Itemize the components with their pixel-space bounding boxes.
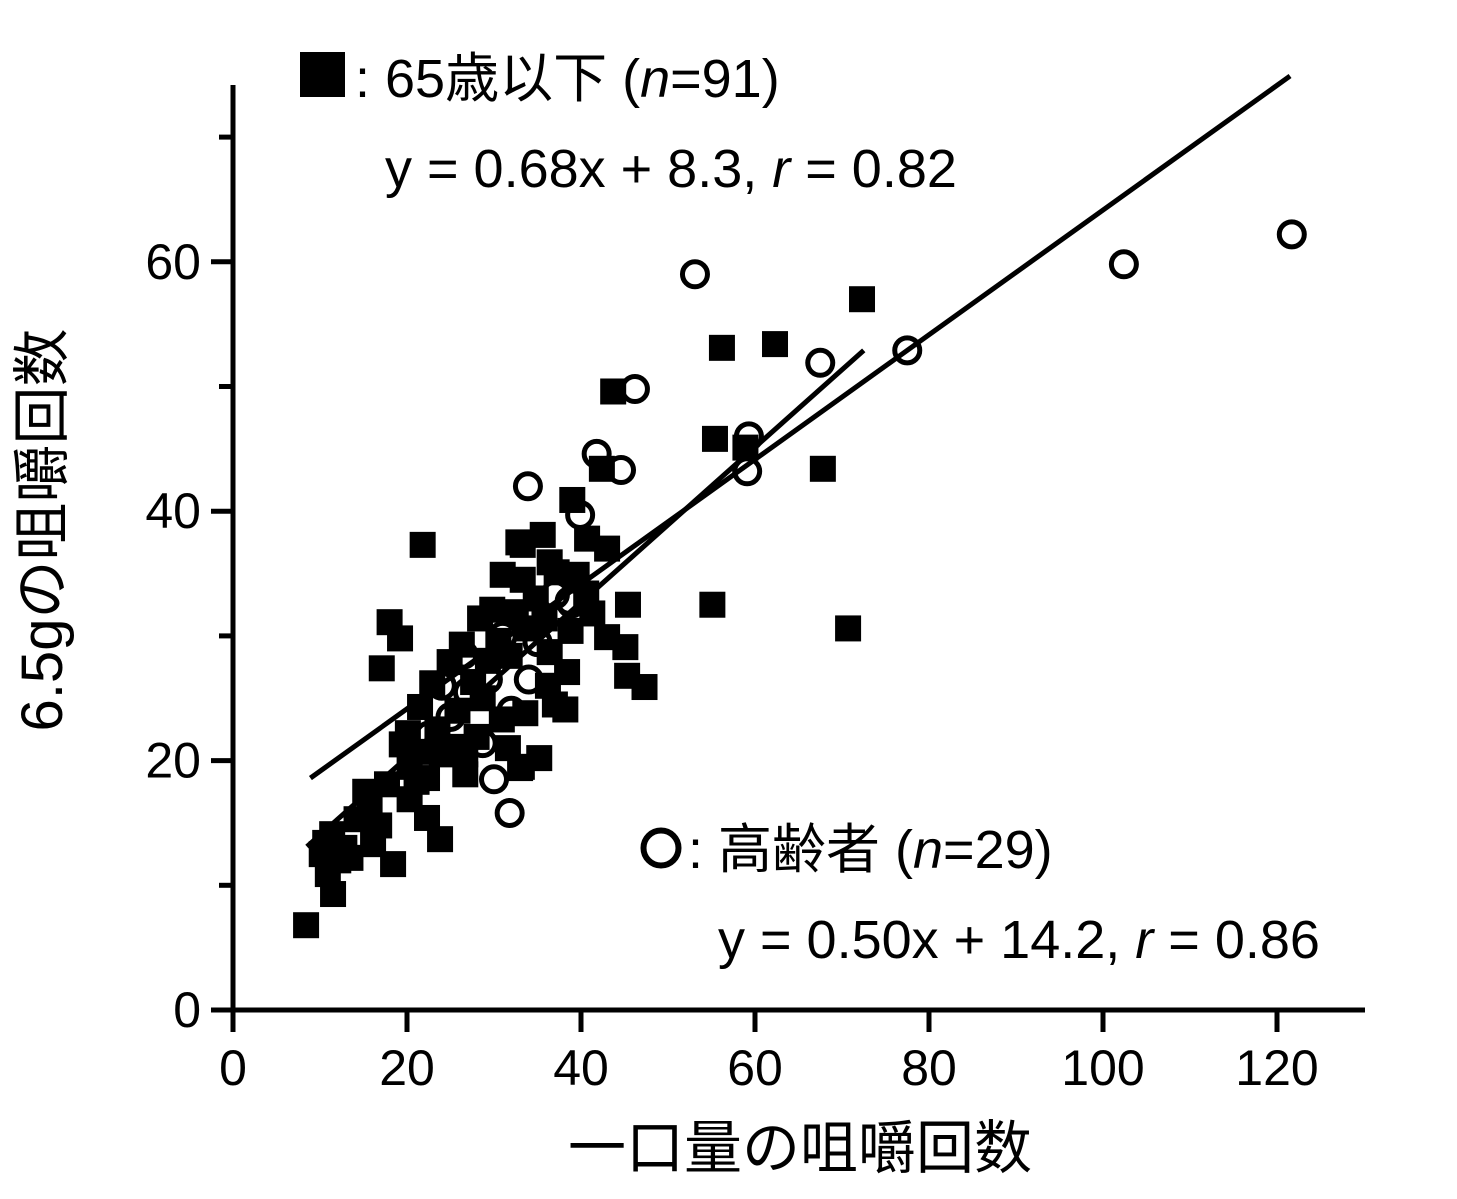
square-point — [529, 521, 556, 548]
square-point — [387, 625, 414, 652]
circle-point — [448, 639, 479, 670]
square-point — [366, 812, 393, 839]
circle-point — [1108, 249, 1139, 280]
circle-point — [512, 471, 543, 502]
legend-under65-title: : 65歳以下 (n=91) — [355, 49, 780, 109]
circle-point — [513, 664, 544, 695]
x-axis-title: 一口量の咀嚼回数 — [568, 1116, 1032, 1181]
square-point — [352, 778, 379, 805]
square-point — [526, 745, 553, 772]
square-point — [557, 617, 584, 644]
circle-point — [494, 797, 525, 828]
y-tick-label: 40 — [145, 483, 201, 539]
square-point — [594, 535, 621, 562]
square-point — [762, 331, 789, 358]
square-point — [594, 624, 621, 651]
circle-point — [805, 347, 836, 378]
circle-point — [619, 373, 650, 404]
square-point — [809, 455, 836, 482]
square-point — [559, 486, 586, 513]
legend-under65: : 65歳以下 (n=91) y = 0.68x + 8.3, r = 0.82 — [300, 49, 957, 199]
square-point — [407, 693, 434, 720]
circle-point — [565, 499, 596, 530]
square-point — [849, 286, 876, 313]
square-point — [368, 655, 395, 682]
x-tick-label: 40 — [553, 1040, 609, 1096]
square-point — [467, 605, 494, 632]
square-point — [409, 531, 436, 558]
circle-point — [606, 455, 637, 486]
square-point — [536, 549, 563, 576]
series-under65 — [293, 286, 876, 939]
square-point — [380, 851, 407, 878]
circle-point — [413, 720, 444, 751]
x-tick-label: 20 — [379, 1040, 435, 1096]
square-point — [631, 674, 658, 701]
square-point — [414, 765, 441, 792]
x-tick-label: 60 — [727, 1040, 783, 1096]
legend-circle-marker — [640, 827, 682, 869]
square-point — [293, 912, 320, 939]
circle-point — [467, 728, 498, 759]
circle-point — [556, 588, 587, 619]
legend-elderly: : 高齢者 (n=29) y = 0.50x + 14.2, r = 0.86 — [640, 820, 1320, 970]
y-axis-title: 6.5gの咀嚼回数 — [10, 329, 75, 732]
square-point — [343, 806, 370, 833]
circle-point — [426, 670, 457, 701]
legend-under65-equation: y = 0.68x + 8.3, r = 0.82 — [385, 139, 957, 199]
square-point — [337, 844, 364, 871]
square-point — [505, 529, 532, 556]
legend-elderly-title: : 高齢者 (n=29) — [688, 820, 1053, 880]
x-tick-label: 120 — [1235, 1040, 1318, 1096]
square-point — [414, 804, 441, 831]
square-point — [708, 334, 735, 361]
circle-point — [435, 701, 466, 732]
circle-point — [679, 259, 710, 290]
legend-square-marker — [300, 52, 345, 97]
circle-point — [496, 695, 527, 726]
circle-point — [479, 764, 509, 795]
square-point — [552, 696, 579, 723]
square-point — [835, 615, 862, 642]
circle-point — [732, 456, 763, 487]
square-point — [452, 761, 479, 788]
x-tick-label: 0 — [219, 1040, 247, 1096]
y-tick-label: 20 — [145, 733, 201, 789]
circle-point — [581, 438, 612, 469]
series-elderly — [413, 219, 1307, 828]
square-point — [463, 723, 490, 750]
square-point — [701, 425, 728, 452]
y-tick-label: 60 — [145, 234, 201, 290]
circle-point — [733, 421, 764, 452]
axis-titles: 一口量の咀嚼回数 6.5gの咀嚼回数 — [10, 329, 1032, 1181]
square-point — [308, 841, 335, 868]
circle-point — [892, 335, 923, 366]
x-tick-label: 100 — [1061, 1040, 1144, 1096]
circle-point — [487, 620, 518, 651]
x-tick-label: 80 — [901, 1040, 957, 1096]
square-point — [699, 591, 726, 618]
legend-elderly-equation: y = 0.50x + 14.2, r = 0.86 — [718, 910, 1320, 970]
circle-point — [509, 602, 540, 633]
square-point — [614, 591, 641, 618]
circle-point — [1276, 219, 1307, 250]
y-tick-label: 0 — [173, 982, 201, 1038]
circle-point — [539, 579, 570, 610]
square-point — [489, 561, 516, 588]
axes: 0 20 40 60 80 100 120 0 20 40 60 — [145, 85, 1365, 1096]
circle-point — [522, 627, 553, 658]
square-point — [373, 771, 400, 798]
